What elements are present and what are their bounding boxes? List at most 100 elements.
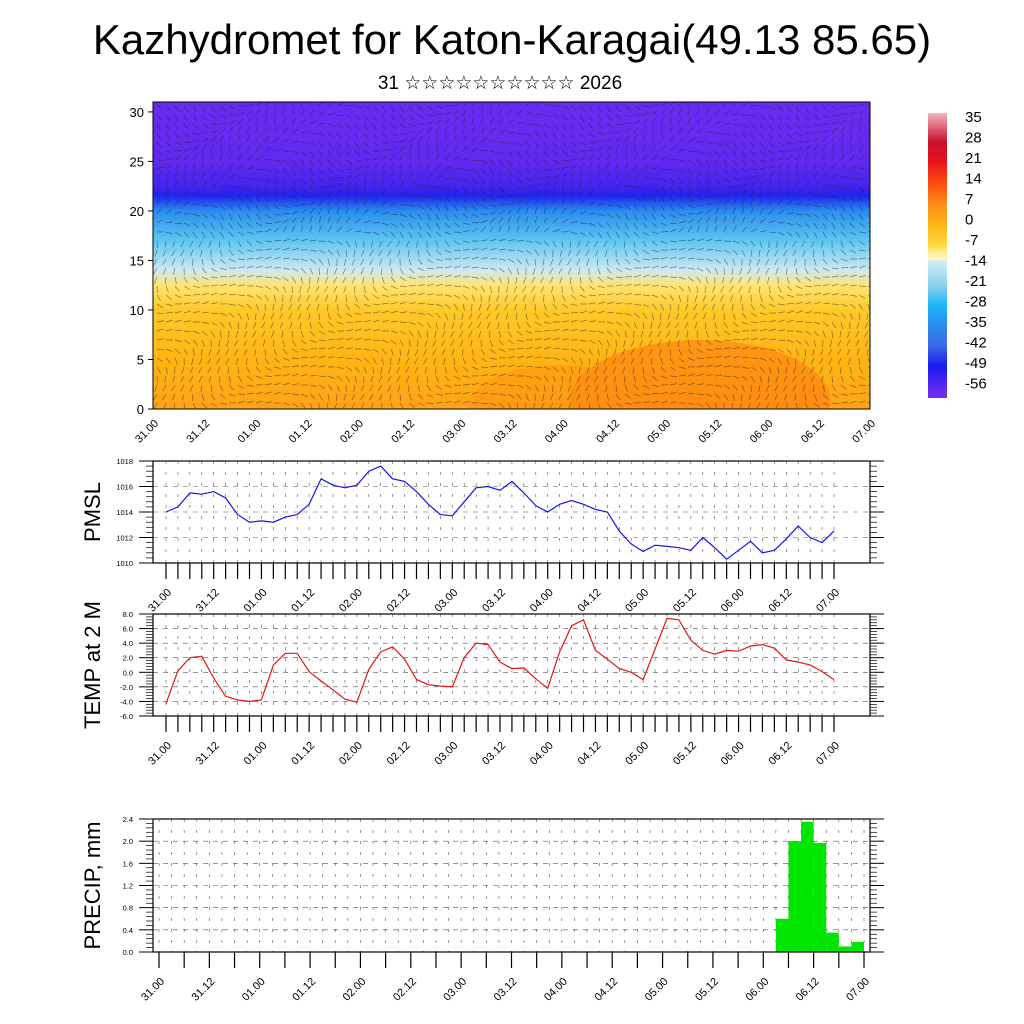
wind-barb — [820, 348, 824, 356]
wind-barb — [165, 311, 174, 314]
wind-barb — [174, 310, 182, 314]
x-tick-label: 06.00 — [719, 740, 747, 768]
wind-barb — [369, 384, 374, 392]
wind-barb — [417, 105, 423, 112]
wind-barb — [435, 153, 440, 161]
wind-barb — [642, 375, 647, 383]
wind-barb — [156, 219, 164, 224]
wind-barb — [696, 168, 701, 176]
wind-barb — [381, 200, 388, 206]
wind-barb — [171, 384, 176, 392]
wind-barb — [408, 284, 417, 287]
wind-barb — [291, 267, 299, 272]
wind-barb — [606, 123, 614, 128]
wind-barb — [640, 330, 644, 338]
wind-barb — [489, 382, 497, 386]
wind-barb — [156, 348, 165, 351]
wind-barb — [831, 121, 839, 125]
wind-barb — [201, 123, 209, 128]
wind-barb — [849, 400, 857, 404]
wind-barb — [390, 123, 396, 130]
wind-barb — [795, 132, 803, 137]
wind-barb — [822, 114, 830, 119]
wind-barb — [282, 247, 290, 251]
wind-barb — [336, 216, 341, 224]
wind-barb — [667, 312, 671, 320]
wind-barb — [318, 110, 325, 116]
wind-barb — [154, 249, 158, 257]
wind-barb — [453, 257, 461, 260]
wind-barb — [480, 402, 488, 405]
wind-barb — [480, 285, 486, 293]
wind-barb — [516, 177, 523, 183]
wind-barb — [498, 102, 501, 107]
x-tick-label: 31.12 — [194, 740, 222, 768]
wind-barb — [173, 267, 176, 275]
wind-barb — [561, 240, 564, 248]
wind-barb — [253, 321, 257, 329]
wind-barb — [579, 348, 586, 354]
wind-barb — [570, 231, 578, 235]
wind-barb — [453, 231, 462, 233]
wind-barb — [669, 177, 676, 184]
wind-barb — [867, 240, 870, 242]
wind-barb — [597, 213, 605, 217]
wind-barb — [444, 213, 449, 221]
wind-barb — [696, 195, 704, 201]
wind-barb — [596, 258, 599, 267]
y-tick-label: 1010 — [116, 559, 133, 568]
wind-barb — [336, 337, 344, 341]
wind-barb — [327, 159, 333, 167]
wind-barb — [264, 375, 273, 377]
wind-barb — [282, 357, 290, 361]
wind-barb — [552, 337, 560, 341]
wind-barb — [363, 294, 369, 301]
wind-barb — [678, 117, 682, 125]
wind-barb — [210, 384, 213, 393]
wind-barb — [471, 391, 479, 395]
wind-barb — [678, 204, 685, 210]
wind-barb — [804, 330, 812, 335]
wind-barb — [498, 364, 506, 368]
wind-barb — [813, 267, 820, 273]
wind-barb — [174, 285, 180, 292]
wind-barb — [255, 400, 263, 404]
wind-barb — [837, 348, 842, 356]
wind-barb — [741, 346, 749, 350]
wind-barb — [840, 119, 847, 125]
wind-barb — [345, 150, 351, 157]
wind-barb — [219, 283, 227, 287]
wind-barb — [597, 140, 605, 143]
y-tick-label: 25 — [130, 154, 144, 169]
wind-barb — [210, 136, 217, 143]
wind-barb — [696, 159, 703, 166]
wind-barb — [417, 195, 426, 198]
wind-barb — [327, 216, 331, 224]
wind-barb — [264, 195, 269, 203]
wind-barb — [489, 225, 494, 233]
wind-barb — [822, 183, 830, 188]
wind-barb — [597, 146, 604, 152]
wind-barb — [786, 231, 793, 237]
wind-barb — [794, 258, 797, 266]
wind-barb — [669, 240, 677, 243]
wind-barb — [315, 285, 320, 293]
wind-barb — [606, 231, 611, 239]
wind-barb — [282, 150, 291, 153]
wind-barb — [768, 357, 775, 363]
wind-barb — [588, 222, 596, 227]
wind-barb — [858, 357, 860, 366]
wind-barb — [633, 195, 641, 201]
wind-barb — [442, 330, 446, 338]
wind-barb — [831, 375, 833, 384]
wind-barb — [318, 365, 326, 368]
wind-barb — [759, 132, 764, 140]
wind-barb — [219, 135, 224, 143]
wind-barb — [423, 348, 428, 356]
wind-barb — [381, 319, 389, 323]
wind-barb — [309, 201, 317, 206]
wind-barb — [426, 258, 434, 264]
wind-barb — [172, 240, 176, 248]
wind-barb — [387, 249, 392, 257]
